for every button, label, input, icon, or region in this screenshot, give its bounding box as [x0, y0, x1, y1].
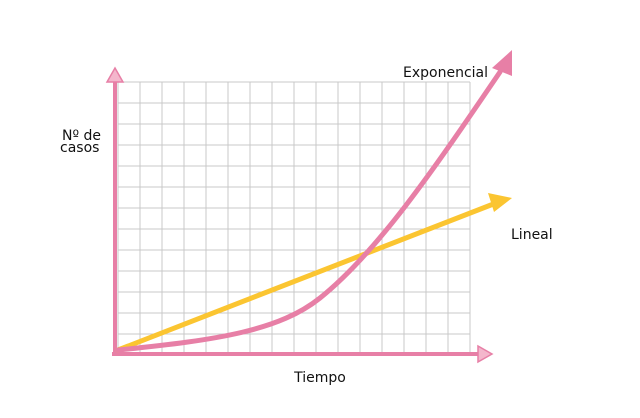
axes: [105, 66, 494, 364]
linear-line: [115, 200, 499, 353]
exponential-label: Exponencial: [403, 65, 488, 81]
linear-arrow: [488, 193, 512, 212]
y-axis-arrow: [105, 66, 125, 83]
exponential-curve: [115, 69, 503, 353]
x-axis-label: Tiempo: [293, 370, 346, 386]
grid: [117, 81, 471, 354]
exponential-arrow: [492, 50, 512, 76]
y-axis-label-line: casos: [60, 140, 99, 156]
y-axis-label-line: Nº de: [62, 128, 101, 144]
x-axis-arrow: [477, 344, 494, 364]
linear-label: Lineal: [511, 227, 553, 243]
